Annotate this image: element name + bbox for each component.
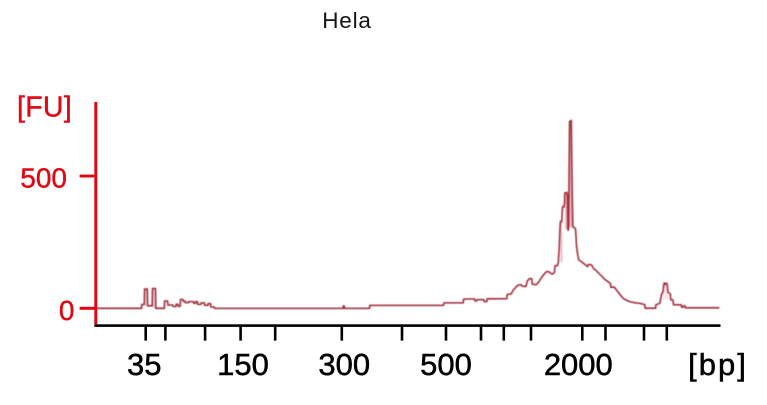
svg-text:0: 0 bbox=[59, 295, 75, 326]
svg-text:35: 35 bbox=[127, 347, 161, 382]
svg-text:2000: 2000 bbox=[544, 347, 613, 382]
svg-text:500: 500 bbox=[420, 347, 472, 382]
svg-text:[bp]: [bp] bbox=[688, 347, 748, 382]
svg-text:500: 500 bbox=[20, 163, 67, 194]
svg-text:150: 150 bbox=[217, 347, 269, 382]
svg-text:300: 300 bbox=[318, 347, 370, 382]
svg-text:[FU]: [FU] bbox=[17, 91, 72, 123]
svg-text:Hela: Hela bbox=[322, 8, 371, 33]
